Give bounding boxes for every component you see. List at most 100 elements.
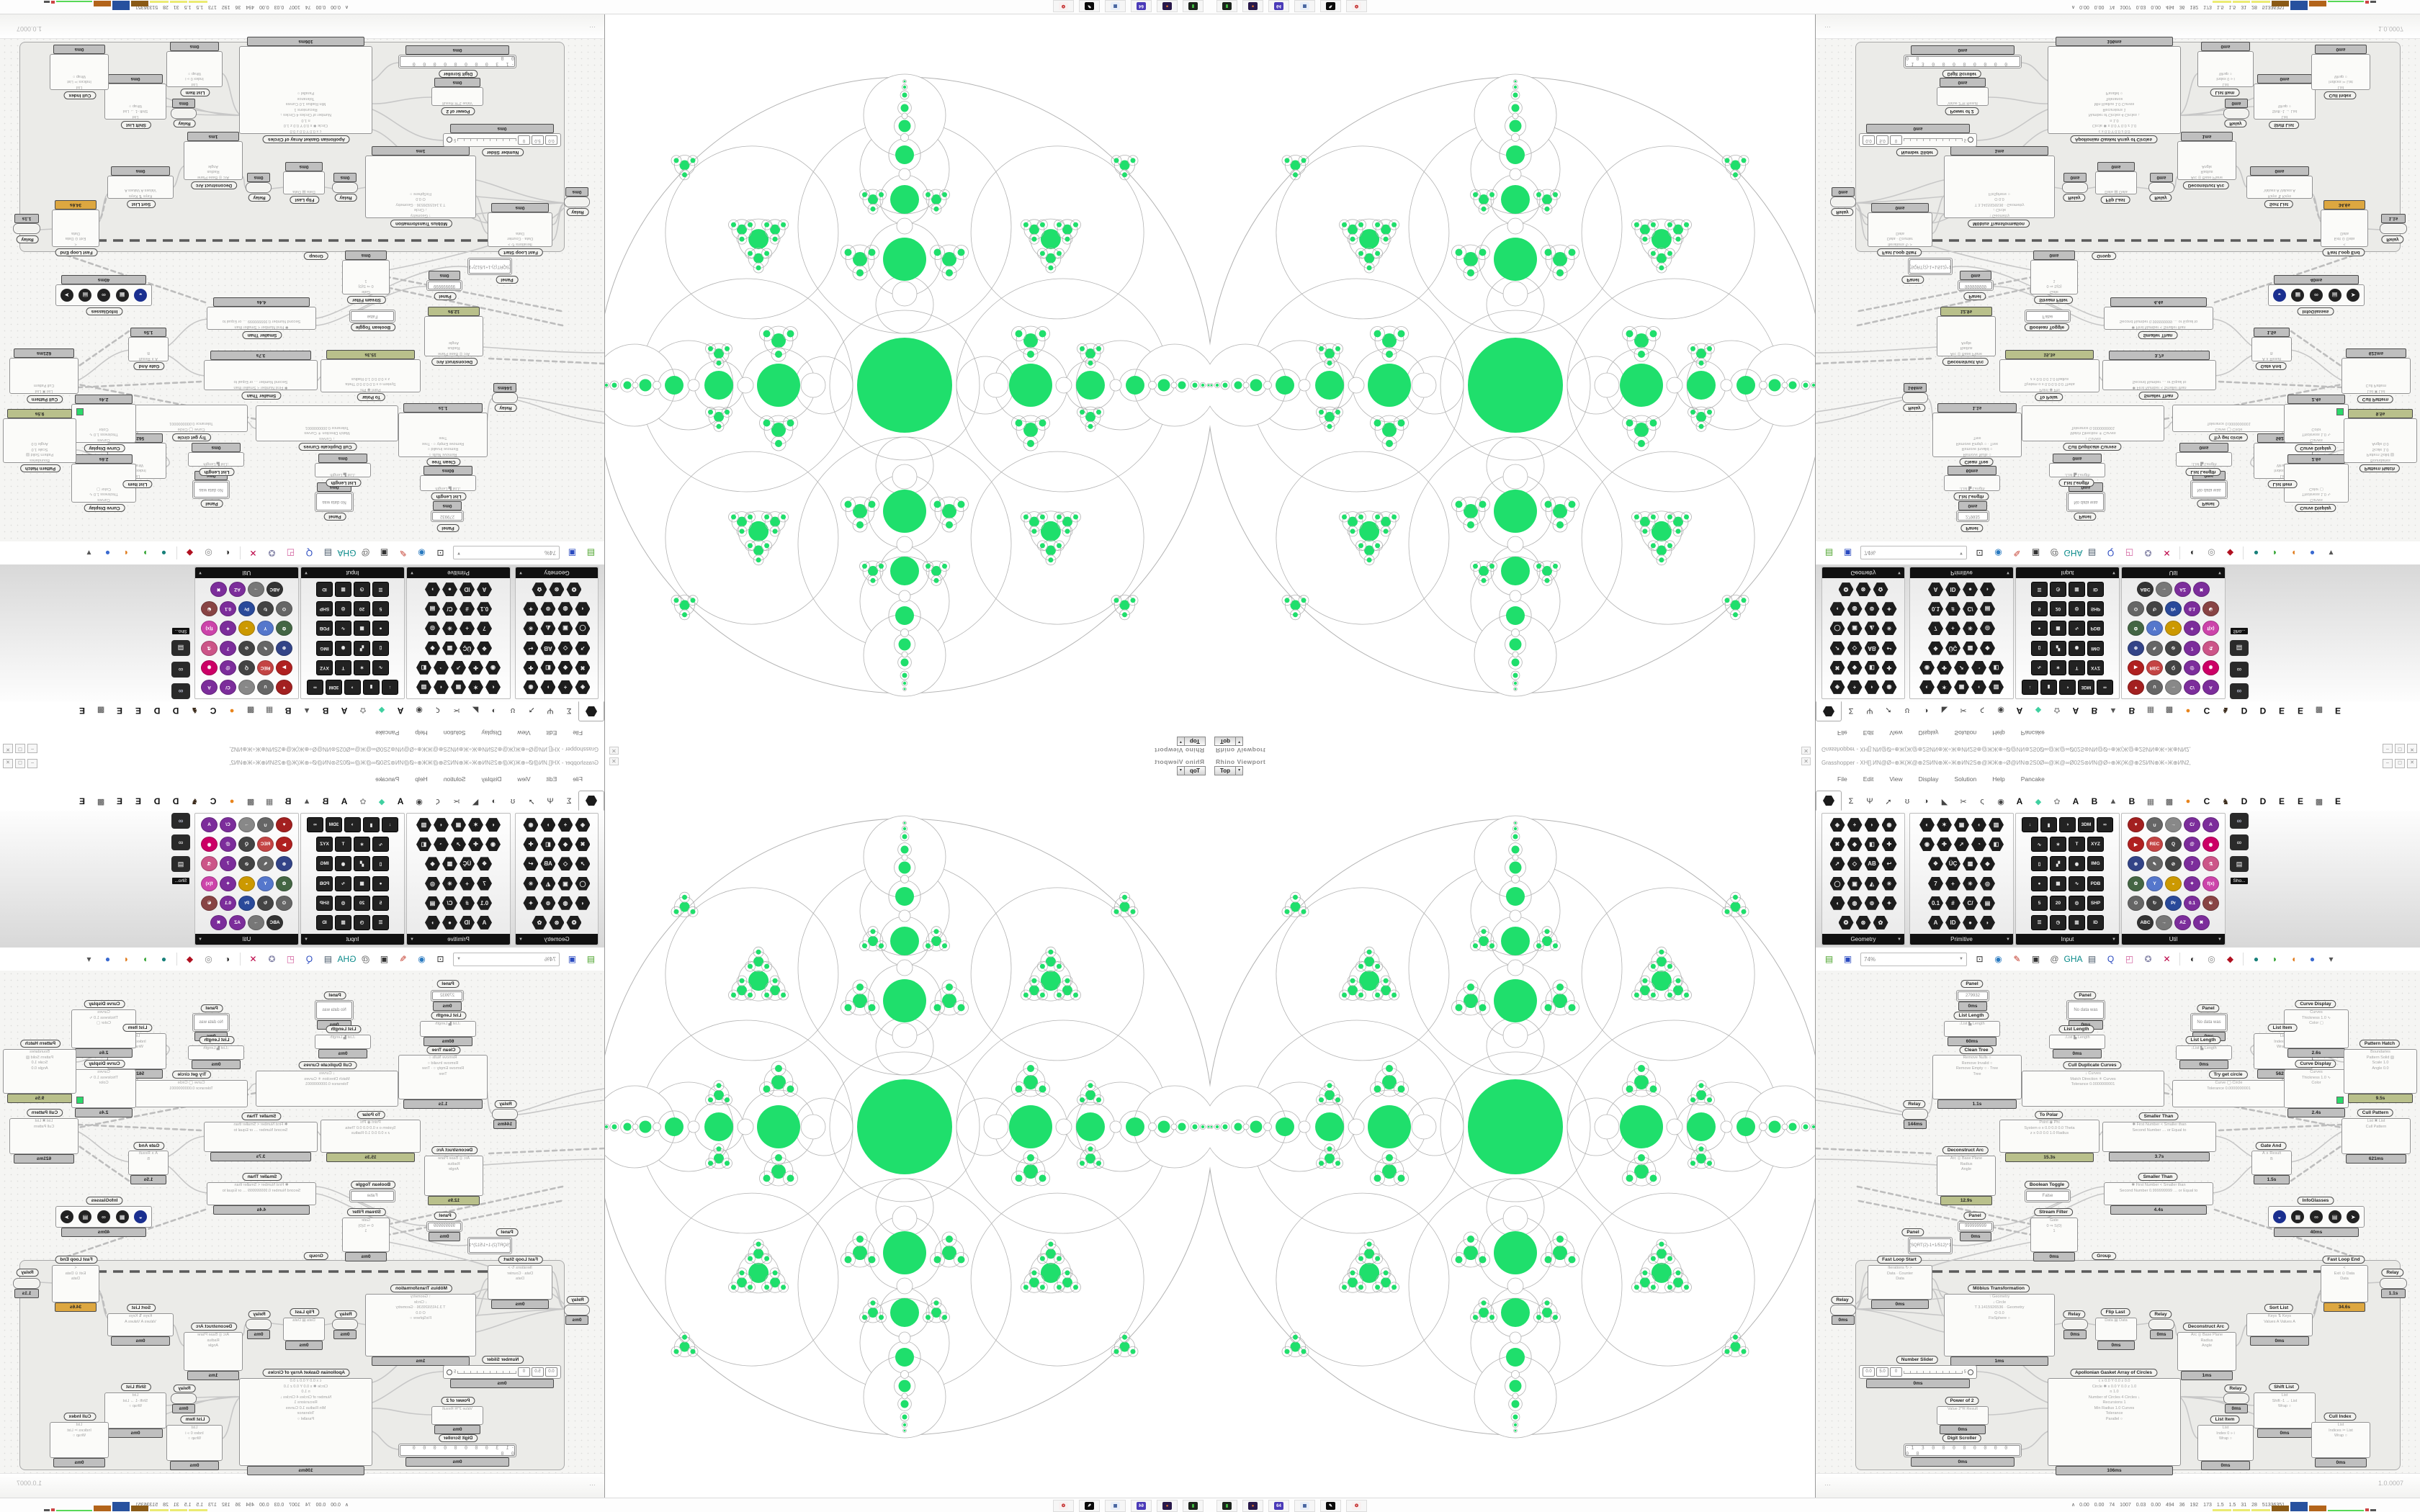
chevron-down-icon[interactable]: ▼	[2006, 937, 2010, 942]
node-label[interactable]: Power of 2	[1945, 107, 1979, 115]
node-label[interactable]: Digit Scroller	[438, 70, 478, 78]
node-label[interactable]: List Item	[2267, 1024, 2298, 1032]
infoglasses-icon[interactable]: ▤	[2230, 856, 2249, 872]
category-tab-26[interactable]: ▩	[2315, 797, 2323, 806]
node-label[interactable]: Try get circle	[172, 1071, 212, 1079]
node-label[interactable]: Panel	[200, 1004, 223, 1012]
node-label[interactable]: List Length	[2185, 1036, 2221, 1044]
node-label[interactable]: Deconstruct Arc	[2182, 1323, 2230, 1331]
component-icon[interactable]: ⊚	[1864, 896, 1880, 910]
component-icon[interactable]: ∿	[2031, 837, 2048, 852]
slider-value-box[interactable]: 0.0	[1863, 1367, 1875, 1377]
component-icon[interactable]: Q	[2165, 837, 2182, 852]
node-label[interactable]: Deconstruct Arc	[190, 1323, 238, 1331]
node-label[interactable]: Fast Loop Start	[498, 1256, 543, 1264]
chevron-down-icon[interactable]: ▼	[1897, 937, 1901, 942]
node-clean-tree[interactable]: Remove Nulls ○ Remove Invalid ○ Remove Emp…	[1932, 1055, 2022, 1099]
red-badge-icon[interactable]: ❂	[1053, 0, 1074, 12]
slider-value-box[interactable]: 0	[1890, 1367, 1902, 1377]
finder-icon[interactable]: Q	[2107, 954, 2115, 964]
node-label[interactable]: Relay	[173, 120, 196, 127]
node-label[interactable]: Try get circle	[2208, 1071, 2248, 1079]
color-swatch[interactable]	[2336, 408, 2344, 415]
node-label[interactable]: Relay	[566, 208, 589, 216]
node-label[interactable]: Relay	[16, 235, 39, 243]
node-panel[interactable]: (SQRT(2)-1+1/512)^1	[1908, 258, 1953, 275]
component-icon[interactable]: SHP	[2087, 895, 2104, 911]
component-icon[interactable]: ✶	[1937, 818, 1952, 832]
system-monitor-icon[interactable]: ▮	[1183, 0, 1204, 12]
category-tab-0[interactable]	[1816, 791, 1842, 811]
infoglasses-icon[interactable]: ➤	[2347, 1210, 2360, 1223]
node-panel[interactable]: No data was	[2190, 1013, 2228, 1032]
category-tab-10[interactable]: A	[2016, 796, 2023, 806]
system-monitor-icon[interactable]: ▮	[1183, 1500, 1204, 1512]
node-smaller-than[interactable]: ✱ First Number < Smaller than Second Numb…	[2102, 360, 2216, 390]
node-label[interactable]: InfoGlasses	[86, 1197, 123, 1205]
node-panel[interactable]: No data was	[192, 480, 230, 499]
node-power-of-2[interactable]: Value 2^R Result	[1937, 87, 1989, 106]
node-label[interactable]: Relay	[1831, 208, 1854, 216]
node-label[interactable]: Number Slider	[481, 1356, 524, 1364]
component-icon[interactable]: ✳	[1963, 876, 1978, 891]
category-tab-1[interactable]: Σ	[1848, 797, 1854, 806]
canvas-footer-ellipsis[interactable]: …	[1824, 1480, 1831, 1487]
node-label[interactable]: List Length	[326, 479, 362, 487]
node-label[interactable]: Relay	[494, 404, 517, 412]
node-value[interactable]: 279932	[1958, 991, 1988, 1000]
node-label[interactable]: Panel	[1901, 276, 1924, 284]
node-label[interactable]: To Polar	[2034, 393, 2063, 401]
component-icon[interactable]: ↻	[2146, 895, 2163, 911]
component-icon[interactable]: XYZ	[2087, 837, 2104, 852]
node-flip-last[interactable]: Data ▤ Data	[283, 171, 325, 194]
node-digit-scroller[interactable]: ·1 3 0 0 0 0 0 0 0 0 0 0	[398, 1444, 516, 1457]
node-label[interactable]: List Item	[180, 89, 210, 96]
node-label[interactable]: Curve Display	[84, 504, 125, 512]
node-value[interactable]: No data was	[2192, 482, 2226, 498]
node-curve-display[interactable]: Curves Thickness 1.0 ∿ Color	[2284, 404, 2349, 443]
node-label[interactable]: Boolean Toggle	[350, 323, 396, 331]
node-relay[interactable]	[2380, 1278, 2407, 1289]
calculator-icon[interactable]: ▦	[1294, 0, 1315, 12]
category-tab-14[interactable]: B	[2091, 796, 2098, 806]
component-icon[interactable]: ✖	[1829, 837, 1845, 852]
node-label[interactable]: List Item	[180, 1416, 210, 1423]
node-panel[interactable]: No data was	[192, 1013, 230, 1032]
infoglasses-icon[interactable]: ◒	[134, 289, 148, 302]
menu-item-pancake[interactable]: Pancake	[2020, 775, 2045, 783]
node-stream-filter[interactable]: Gate 0 ⇒ S(0) 1	[2030, 260, 2078, 294]
digit-scroller-value[interactable]: ·1 3 0 0 0 0 0 0 0 0 0 0	[400, 56, 515, 68]
category-tab-21[interactable]: ♞	[2222, 797, 2229, 806]
node-label[interactable]: Relay	[2381, 1269, 2404, 1277]
node-cull-pattern[interactable]: List ✖ List Cull Pattern	[9, 1118, 79, 1154]
calculator-icon[interactable]: ▦	[1294, 1500, 1315, 1512]
node-label[interactable]: Fast Loop Start	[498, 248, 543, 256]
group-label[interactable]: Group	[304, 1252, 328, 1260]
node-label[interactable]: Möbius Transformation	[390, 220, 452, 228]
node-stream-filter[interactable]: Gate 0 ⇒ S(0) 1	[2030, 1218, 2078, 1252]
node-label[interactable]: List Length	[431, 1012, 467, 1020]
package-icon[interactable]: ◰	[2125, 954, 2134, 964]
node-list-item[interactable]: List Index 0 » i Wrap ○	[2197, 51, 2254, 87]
component-icon[interactable]: ID	[1945, 915, 1960, 930]
node-label[interactable]: Number Slider	[481, 148, 524, 156]
node-label[interactable]: Relay	[2149, 194, 2172, 202]
node-relay[interactable]	[2062, 1319, 2088, 1330]
component-icon[interactable]: AZ	[2174, 914, 2191, 930]
preview-box-icon[interactable]: ▣	[2031, 954, 2040, 964]
node-infoglasses[interactable]: ◒ ▦ ∞ ▤ ➤	[55, 1206, 152, 1228]
infoglasses-icon[interactable]: ◒	[2272, 289, 2286, 302]
component-icon[interactable]: ▥	[2069, 914, 2085, 930]
component-icon[interactable]: ☯	[2202, 895, 2219, 911]
component-icon[interactable]: ◧	[1864, 837, 1880, 852]
chevron-down-icon[interactable]: ▼	[2112, 937, 2116, 942]
infoglasses-icon[interactable]: ∞	[97, 1210, 111, 1223]
category-tab-5[interactable]: ◑	[1923, 797, 1929, 806]
node-sort-list[interactable]: Keys ⇅ Keys Values A Values A	[107, 1313, 174, 1336]
component-icon[interactable]: ⊛	[1855, 915, 1871, 930]
node-number-slider[interactable]: 0.0 5.0 0 5	[443, 1365, 561, 1379]
node-relay[interactable]	[1830, 197, 1856, 207]
node-panel[interactable]: 279932	[431, 510, 464, 522]
slider-value-box[interactable]: 0.0	[545, 1367, 557, 1377]
node-clean-tree[interactable]: Remove Nulls ○ Remove Invalid ○ Remove Emp…	[1932, 413, 2022, 457]
